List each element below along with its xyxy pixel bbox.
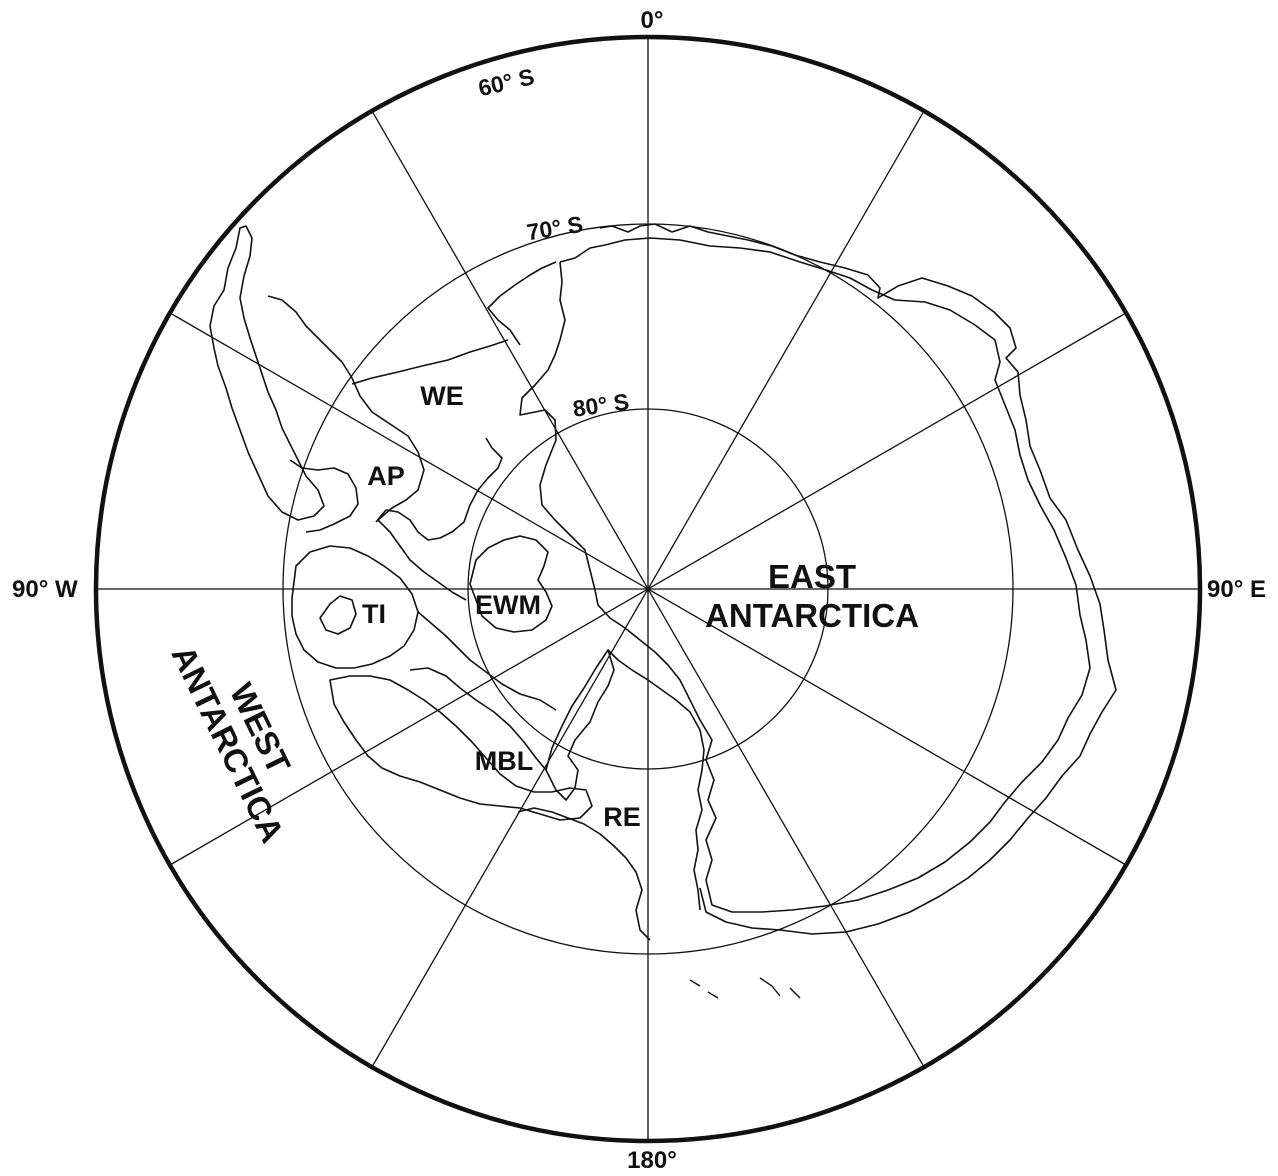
west-antarctica-divide	[377, 519, 467, 601]
island-3	[759, 977, 781, 997]
east-antarctica-label-line1: EAST	[768, 558, 856, 595]
region-label-ewm: EWM	[475, 590, 541, 620]
meridian-150e-30w	[371, 110, 925, 1068]
east-antarctica-coastline	[599, 223, 1117, 935]
ross-ice-shelf-inner	[545, 649, 615, 801]
ross-sea-islands	[689, 977, 801, 999]
region-label-mbl: MBL	[475, 746, 533, 776]
antarctic-peninsula-coast	[209, 225, 325, 521]
lon-label-180: 180°	[627, 1147, 677, 1174]
west-antarctica-label: WEST ANTARCTICA	[164, 640, 297, 848]
lon-label-90e: 90° E	[1207, 576, 1266, 603]
region-label-we: WE	[420, 381, 464, 411]
marie-byrd-land-inner	[409, 667, 547, 771]
lat-label-80: 80° S	[571, 388, 631, 422]
ellsworth-block	[469, 535, 553, 633]
antarctic-peninsula-east-coast	[267, 295, 425, 521]
east-antarctica-grounding-line	[519, 237, 1091, 913]
island-4	[789, 987, 801, 999]
thurston-island-region	[291, 545, 419, 669]
transantarctic-front	[607, 649, 705, 911]
region-label-ti: TI	[362, 599, 386, 629]
ross-ice-shelf-front	[517, 807, 651, 941]
region-label-re: RE	[603, 802, 641, 832]
lat-label-70: 70° S	[525, 211, 585, 246]
island-2	[707, 991, 719, 999]
island-1	[689, 979, 701, 987]
lon-label-90w: 90° W	[12, 576, 78, 603]
weddell-coast	[487, 261, 557, 346]
peninsula-grounding	[289, 459, 359, 533]
east-antarctica-label-line2: ANTARCTICA	[705, 597, 919, 634]
lon-label-0: 0°	[641, 7, 664, 34]
weddell-grounding	[375, 437, 503, 541]
weddell-ice-front	[351, 339, 509, 385]
meridian-lines	[96, 37, 1200, 1141]
marie-byrd-land-coast	[329, 675, 593, 821]
coastlines	[209, 223, 1117, 941]
lat-label-60: 60° S	[476, 63, 537, 101]
thurston-inner	[319, 595, 357, 635]
west-antarctica-divide-2	[417, 611, 557, 711]
region-label-ap: AP	[367, 461, 405, 491]
